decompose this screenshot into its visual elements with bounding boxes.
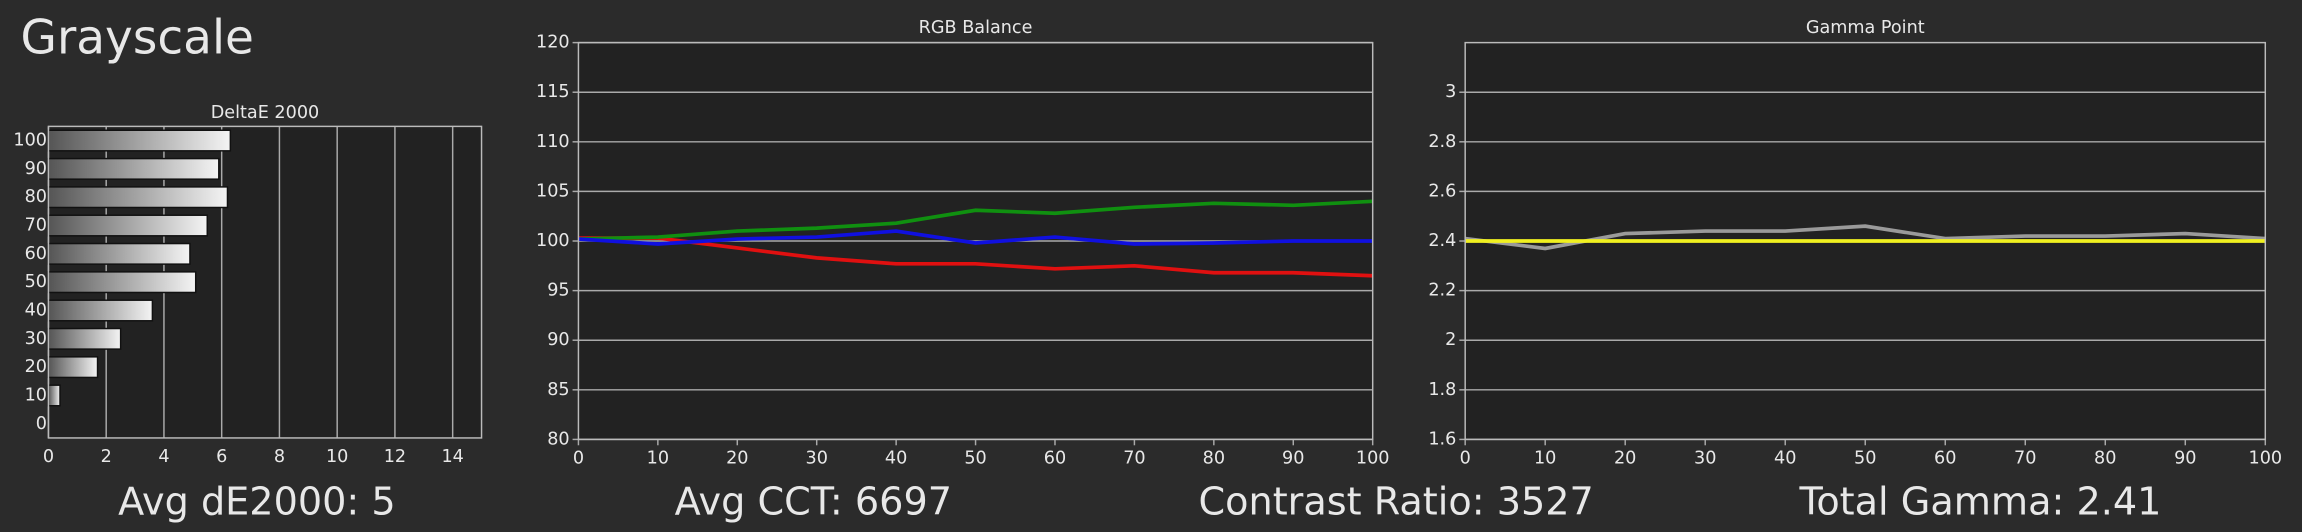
y-tick-label: 2.2 (1428, 281, 1456, 301)
x-tick-label: 10 (326, 447, 348, 467)
bar (47, 186, 229, 209)
x-tick-label: 40 (1774, 449, 1796, 469)
x-tick-label: 2 (101, 447, 112, 467)
y-tick-label: 50 (25, 272, 47, 292)
bar (47, 299, 154, 322)
x-tick-label: 10 (647, 449, 669, 469)
x-tick-label: 0 (1460, 449, 1471, 469)
x-tick-label: 10 (1534, 449, 1556, 469)
x-tick-label: 80 (1203, 449, 1225, 469)
plot-frame (577, 41, 1374, 441)
y-tick-label: 90 (547, 330, 569, 350)
line-series (578, 236, 1373, 278)
x-tick-label: 40 (885, 449, 907, 469)
bar (47, 242, 191, 265)
y-tick-label: 120 (536, 33, 570, 53)
x-tick-label: 50 (1854, 449, 1876, 469)
y-tick-label: 110 (536, 132, 570, 152)
y-tick-label: 1.8 (1428, 380, 1456, 400)
y-tick-label: 30 (25, 329, 47, 349)
y-tick-label: 10 (25, 385, 47, 405)
plot-frame (1464, 41, 2267, 441)
page-title: Grayscale (21, 11, 254, 66)
x-tick-label: 4 (158, 447, 169, 467)
x-tick-label: 80 (2094, 449, 2116, 469)
y-tick-label: 95 (547, 281, 569, 301)
chart-title: DeltaE 2000 (211, 103, 319, 123)
x-tick-label: 100 (1356, 449, 1390, 469)
y-tick-label: 2 (1445, 330, 1456, 350)
y-tick-label: 105 (536, 181, 570, 201)
y-tick-label: 2.6 (1428, 181, 1456, 201)
y-tick-label: 0 (36, 414, 47, 434)
x-tick-label: 30 (1694, 449, 1716, 469)
x-tick-label: 90 (1282, 449, 1304, 469)
y-tick-label: 1.6 (1428, 429, 1456, 449)
y-tick-label: 80 (25, 187, 47, 207)
x-tick-label: 50 (964, 449, 986, 469)
x-tick-label: 0 (573, 449, 584, 469)
y-tick-label: 80 (547, 429, 569, 449)
y-tick-label: 115 (536, 82, 570, 102)
bar (47, 356, 99, 379)
x-tick-label: 20 (1614, 449, 1636, 469)
bar (47, 157, 220, 180)
x-tick-label: 30 (806, 449, 828, 469)
line-series (578, 229, 1373, 246)
x-tick-label: 6 (216, 447, 227, 467)
x-tick-label: 90 (2174, 449, 2196, 469)
stat: Avg dE2000: 5 (118, 481, 396, 525)
x-tick-label: 60 (1934, 449, 1956, 469)
x-tick-label: 20 (726, 449, 748, 469)
stat: Avg CCT: 6697 (675, 481, 952, 525)
y-tick-label: 90 (25, 159, 47, 179)
y-tick-label: 100 (13, 131, 47, 151)
y-tick-label: 60 (25, 244, 47, 264)
line-series (578, 199, 1373, 241)
x-tick-label: 0 (43, 447, 54, 467)
line-series (1464, 224, 2266, 251)
x-tick-label: 8 (274, 447, 285, 467)
stat: Total Gamma: 2.41 (1798, 481, 2161, 525)
y-tick-label: 20 (25, 357, 47, 377)
x-tick-label: 70 (2014, 449, 2036, 469)
x-tick-label: 14 (441, 447, 463, 467)
x-tick-label: 60 (1044, 449, 1066, 469)
stat: Contrast Ratio: 3527 (1199, 481, 1594, 525)
x-tick-label: 70 (1123, 449, 1145, 469)
plot-frame (47, 125, 483, 439)
bar (47, 384, 61, 407)
chart-title: Gamma Point (1806, 18, 1925, 38)
bar (47, 214, 208, 237)
y-tick-label: 2.8 (1428, 132, 1456, 152)
bar (47, 271, 197, 294)
bar (47, 129, 232, 152)
x-tick-label: 12 (384, 447, 406, 467)
bar (47, 327, 122, 350)
y-tick-label: 3 (1445, 82, 1456, 102)
y-tick-label: 2.4 (1428, 231, 1456, 251)
chart-title: RGB Balance (919, 18, 1033, 38)
y-tick-label: 70 (25, 216, 47, 236)
y-tick-label: 100 (536, 231, 570, 251)
y-tick-label: 40 (25, 300, 47, 320)
y-tick-label: 85 (547, 380, 569, 400)
x-tick-label: 100 (2248, 449, 2282, 469)
